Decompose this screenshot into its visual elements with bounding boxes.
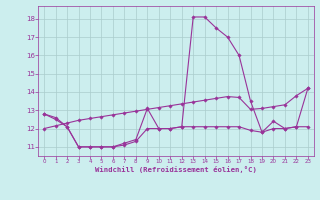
X-axis label: Windchill (Refroidissement éolien,°C): Windchill (Refroidissement éolien,°C) [95,166,257,173]
